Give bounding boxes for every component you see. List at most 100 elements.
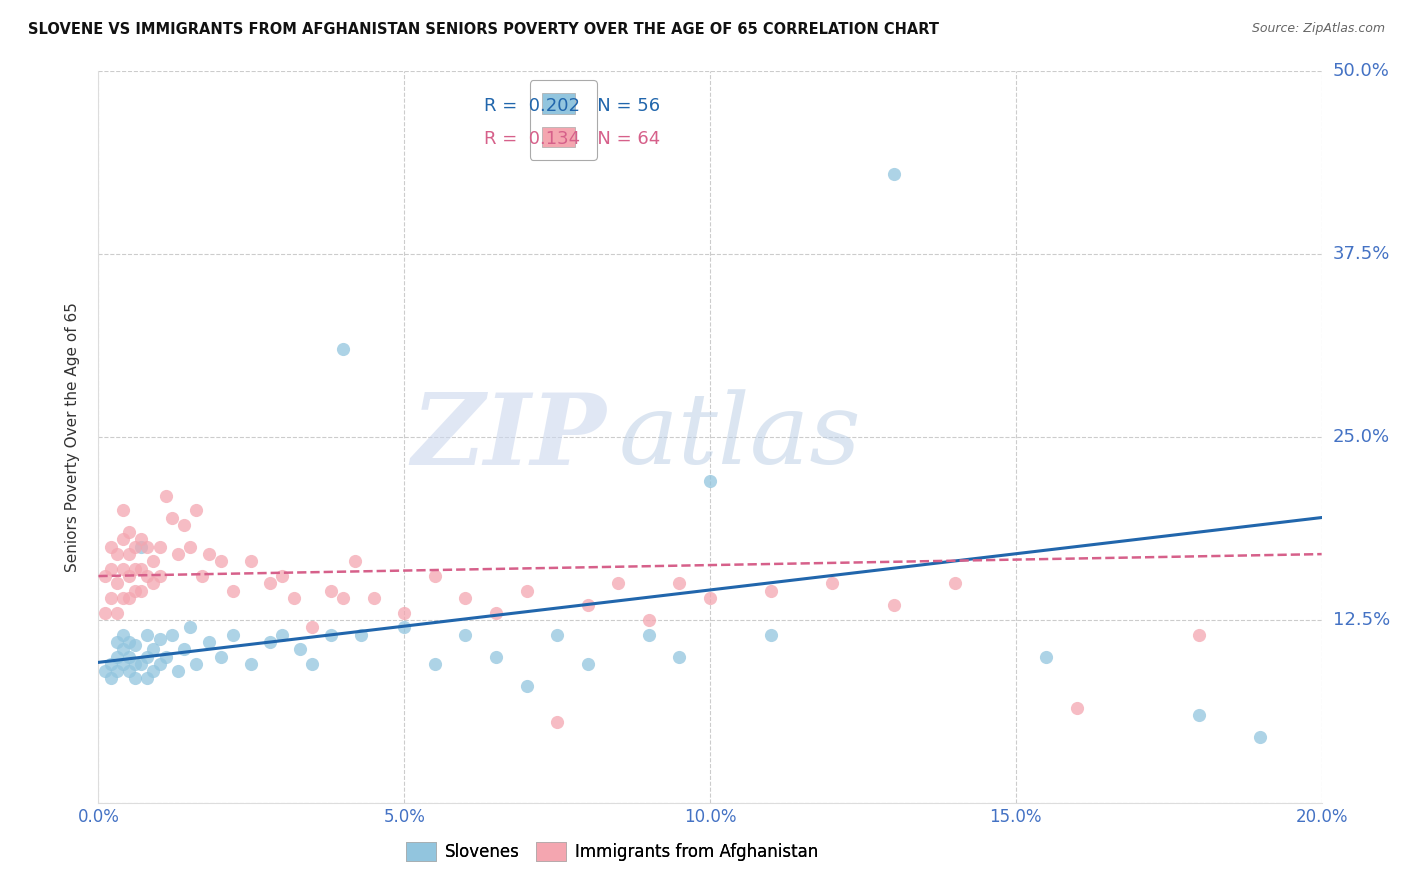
Point	[149, 540, 172, 554]
Point	[179, 620, 201, 634]
Point	[129, 657, 152, 671]
Point	[270, 569, 292, 583]
Point	[111, 562, 134, 576]
Point	[576, 599, 599, 613]
Point	[319, 627, 342, 641]
Point	[222, 583, 245, 598]
Point	[240, 657, 263, 671]
Point	[111, 533, 134, 547]
Point	[142, 664, 165, 678]
Point	[105, 664, 128, 678]
Point	[136, 540, 159, 554]
Point	[105, 635, 128, 649]
Point	[142, 576, 165, 591]
Point	[100, 562, 122, 576]
Point	[363, 591, 385, 605]
Point	[1188, 708, 1211, 723]
Point	[111, 591, 134, 605]
Point	[319, 583, 342, 598]
Point	[516, 679, 538, 693]
Point	[142, 554, 165, 568]
Point	[118, 547, 141, 561]
Point	[668, 576, 690, 591]
Point	[883, 599, 905, 613]
Point	[392, 620, 416, 634]
Point	[637, 613, 661, 627]
Point	[301, 657, 323, 671]
Point	[118, 569, 141, 583]
Point	[283, 591, 305, 605]
Point	[105, 606, 128, 620]
Point	[668, 649, 690, 664]
Point	[124, 657, 146, 671]
Point	[197, 635, 219, 649]
Point	[149, 569, 172, 583]
Point	[191, 569, 214, 583]
Point	[186, 657, 208, 671]
Point	[100, 540, 122, 554]
Point	[118, 635, 141, 649]
Point	[759, 627, 782, 641]
Point	[179, 540, 201, 554]
Text: 25.0%: 25.0%	[1333, 428, 1391, 446]
Point	[270, 627, 292, 641]
Point	[129, 533, 152, 547]
Point	[173, 642, 195, 657]
Point	[129, 583, 152, 598]
Point	[392, 606, 416, 620]
Point	[124, 672, 146, 686]
Point	[423, 657, 446, 671]
Point	[93, 606, 115, 620]
Text: 37.5%: 37.5%	[1333, 245, 1391, 263]
Text: Source: ZipAtlas.com: Source: ZipAtlas.com	[1251, 22, 1385, 36]
Point	[129, 562, 152, 576]
Point	[209, 554, 232, 568]
Point	[105, 649, 128, 664]
Point	[93, 569, 115, 583]
Point	[821, 576, 844, 591]
Point	[93, 664, 115, 678]
Point	[100, 657, 122, 671]
Point	[149, 657, 172, 671]
Point	[118, 591, 141, 605]
Point	[129, 540, 152, 554]
Point	[699, 591, 721, 605]
Point	[124, 638, 146, 652]
Point	[160, 510, 183, 524]
Point	[485, 606, 508, 620]
Point	[173, 517, 195, 532]
Point	[155, 649, 177, 664]
Point	[160, 627, 183, 641]
Point	[124, 562, 146, 576]
Point	[118, 664, 141, 678]
Point	[142, 642, 165, 657]
Point	[186, 503, 208, 517]
Point	[1188, 627, 1211, 641]
Point	[576, 657, 599, 671]
Point	[240, 554, 263, 568]
Point	[100, 591, 122, 605]
Point	[943, 576, 966, 591]
Point	[344, 554, 367, 568]
Point	[118, 525, 141, 540]
Point	[332, 343, 354, 357]
Point	[423, 569, 446, 583]
Point	[124, 540, 146, 554]
Point	[759, 583, 782, 598]
Point	[111, 503, 134, 517]
Point	[290, 642, 312, 657]
Point	[111, 627, 134, 641]
Point	[259, 576, 281, 591]
Point	[209, 649, 232, 664]
Point	[149, 632, 172, 646]
Point	[197, 547, 219, 561]
Point	[699, 474, 721, 488]
Point	[111, 642, 134, 657]
Point	[883, 167, 905, 181]
Point	[454, 591, 477, 605]
Point	[155, 489, 177, 503]
Text: ZIP: ZIP	[411, 389, 606, 485]
Point	[546, 627, 568, 641]
Text: SLOVENE VS IMMIGRANTS FROM AFGHANISTAN SENIORS POVERTY OVER THE AGE OF 65 CORREL: SLOVENE VS IMMIGRANTS FROM AFGHANISTAN S…	[28, 22, 939, 37]
Text: 50.0%: 50.0%	[1333, 62, 1389, 80]
